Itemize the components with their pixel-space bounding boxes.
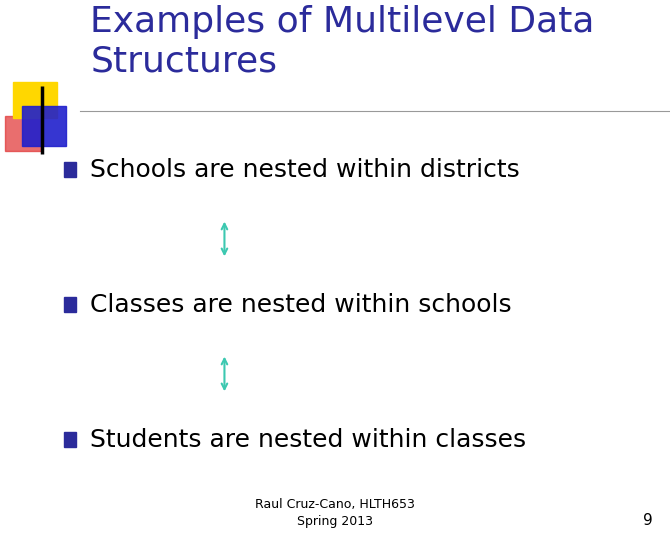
Text: Schools are nested within districts: Schools are nested within districts: [90, 158, 520, 182]
Text: Students are nested within classes: Students are nested within classes: [90, 428, 527, 452]
Text: Examples of Multilevel Data
Structures: Examples of Multilevel Data Structures: [90, 5, 595, 79]
Bar: [22, 106, 66, 146]
Bar: [5, 116, 42, 151]
Bar: [64, 432, 76, 447]
Text: Raul Cruz-Cano, HLTH653
Spring 2013: Raul Cruz-Cano, HLTH653 Spring 2013: [255, 498, 415, 528]
Text: Classes are nested within schools: Classes are nested within schools: [90, 293, 512, 317]
Text: 9: 9: [643, 513, 653, 528]
Bar: [64, 297, 76, 312]
Bar: [13, 82, 57, 118]
Bar: [64, 162, 76, 177]
